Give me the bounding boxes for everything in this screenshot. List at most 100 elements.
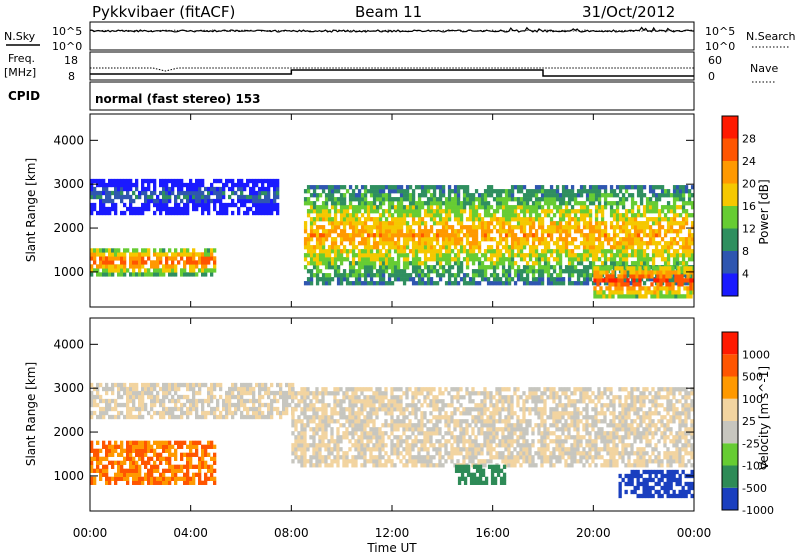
velocity-cell xyxy=(321,427,325,432)
velocity-cell xyxy=(111,382,115,388)
power-cell xyxy=(456,249,461,254)
velocity-cell xyxy=(447,431,451,436)
power-cell xyxy=(303,189,308,194)
velocity-cell xyxy=(303,423,307,428)
power-cell xyxy=(489,261,494,266)
velocity-cell xyxy=(420,411,424,416)
power-cell xyxy=(402,269,407,274)
power-cell xyxy=(135,194,139,200)
power-cell xyxy=(207,210,211,216)
power-cell xyxy=(354,193,359,198)
power-cell xyxy=(561,213,566,218)
velocity-cell xyxy=(402,431,406,436)
velocity-cell xyxy=(129,452,133,457)
power-cell xyxy=(453,209,458,214)
velocity-cell xyxy=(252,410,256,416)
power-cell xyxy=(390,205,395,210)
power-cell xyxy=(195,178,199,184)
power-cell xyxy=(309,201,314,206)
power-cell xyxy=(522,225,527,230)
power-cell xyxy=(498,201,503,206)
power-cell xyxy=(363,189,368,194)
power-cell xyxy=(189,194,193,200)
power-cell xyxy=(632,290,636,295)
velocity-cell xyxy=(396,399,400,404)
power-cell xyxy=(324,257,329,262)
power-cell xyxy=(648,205,653,210)
power-cell xyxy=(438,245,443,250)
power-cell xyxy=(420,281,425,286)
power-cell xyxy=(638,294,642,299)
power-cell xyxy=(626,290,630,295)
power-cell xyxy=(684,221,689,226)
velocity-cell xyxy=(213,460,217,465)
power-cell xyxy=(384,193,389,198)
power-cell xyxy=(333,221,338,226)
power-cell xyxy=(255,194,259,200)
velocity-cell xyxy=(120,382,124,388)
power-cell xyxy=(408,197,413,202)
power-cell xyxy=(468,205,473,210)
velocity-cell xyxy=(150,464,154,469)
velocity-cell xyxy=(213,480,217,485)
power-cell xyxy=(659,266,663,271)
power-cell xyxy=(459,249,464,254)
power-cell xyxy=(605,270,609,275)
power-cell xyxy=(318,225,323,230)
power-cell xyxy=(444,237,449,242)
power-cell xyxy=(258,210,262,216)
velocity-cell xyxy=(300,395,304,400)
power-cell xyxy=(114,190,118,196)
velocity-cell xyxy=(339,407,343,412)
velocity-cell xyxy=(327,447,331,452)
power-cell xyxy=(519,245,524,250)
power-cell xyxy=(608,278,612,283)
power-cell xyxy=(570,205,575,210)
power-cell xyxy=(417,221,422,226)
power-cell xyxy=(138,190,142,196)
nave-trace xyxy=(90,67,694,72)
power-cell xyxy=(414,281,419,286)
power-cell xyxy=(120,264,124,269)
velocity-cell xyxy=(438,459,442,464)
velocity-cell xyxy=(423,443,427,448)
freq-right-tick-top: 60 xyxy=(708,54,722,67)
velocity-cell xyxy=(375,455,379,460)
power-cell xyxy=(384,229,389,234)
power-cell xyxy=(507,277,512,282)
power-cell xyxy=(372,197,377,202)
velocity-cell xyxy=(123,456,127,461)
power-cell xyxy=(432,193,437,198)
power-cell xyxy=(156,260,160,265)
velocity-cell xyxy=(405,439,409,444)
velocity-cell xyxy=(132,472,136,477)
power-cell xyxy=(633,249,638,254)
power-cell xyxy=(273,198,277,204)
velocity-cell xyxy=(273,390,277,396)
power-cell xyxy=(420,277,425,282)
power-cell xyxy=(477,217,482,222)
power-cell xyxy=(366,209,371,214)
velocity-cell xyxy=(267,402,271,408)
power-cell xyxy=(666,257,671,262)
power-cell xyxy=(108,206,112,212)
power-cell xyxy=(387,277,392,282)
velocity-cell xyxy=(141,390,145,396)
velocity-cell xyxy=(150,390,154,396)
velocity-cell xyxy=(111,414,115,420)
power-cell xyxy=(519,201,524,206)
power-cell xyxy=(309,245,314,250)
velocity-cell xyxy=(426,391,430,396)
power-cell xyxy=(654,221,659,226)
velocity-cell xyxy=(390,463,394,468)
velocity-cell xyxy=(459,435,463,440)
power-cell xyxy=(638,270,642,275)
power-cell xyxy=(669,241,674,246)
power-cell xyxy=(312,205,317,210)
power-cell xyxy=(123,268,127,273)
power-cell xyxy=(432,201,437,206)
velocity-cell xyxy=(156,464,160,469)
velocity-cell xyxy=(120,468,124,473)
power-cell xyxy=(156,252,160,257)
power-cell xyxy=(162,178,166,184)
